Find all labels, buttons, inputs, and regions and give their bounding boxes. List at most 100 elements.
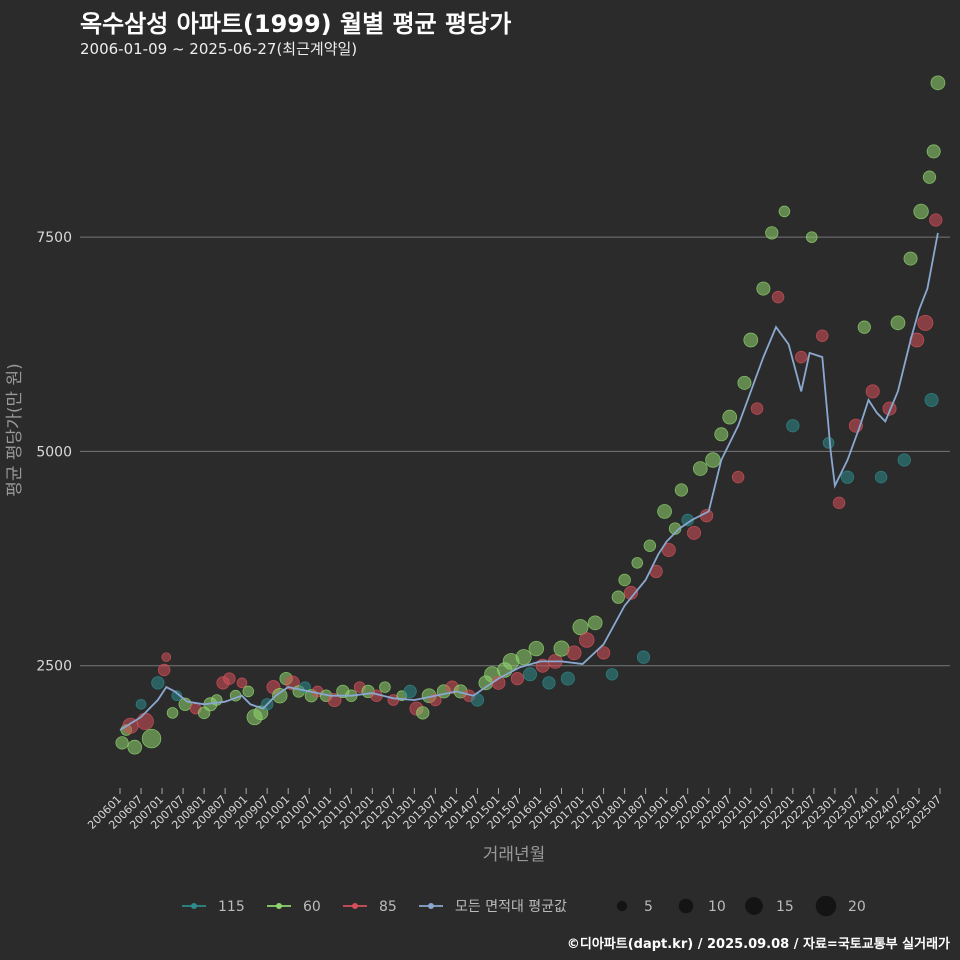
data-point-85	[510, 671, 525, 686]
data-point-115	[135, 698, 147, 710]
data-point-60	[765, 226, 779, 240]
data-point-115	[523, 667, 538, 682]
data-points	[115, 75, 946, 755]
data-point-115	[636, 650, 651, 664]
y-tick-label: 2500	[36, 659, 72, 675]
data-point-60	[674, 483, 689, 497]
legend-swatch-dot	[428, 903, 434, 909]
data-point-85	[929, 213, 943, 227]
data-point-115	[897, 453, 911, 467]
data-point-85	[750, 402, 764, 415]
legend-size-swatch	[815, 895, 837, 917]
data-point-85	[136, 712, 154, 731]
data-point-85	[795, 350, 808, 364]
legend-size-20: 20	[815, 895, 866, 917]
data-point-60	[913, 203, 929, 220]
average-line	[119, 232, 939, 731]
data-point-60	[857, 320, 871, 334]
legend: 115 60 85 모든 면적대 평균값 5 10 15 20	[182, 895, 866, 917]
data-point-85	[579, 632, 595, 648]
legend-size-label: 20	[848, 899, 866, 915]
legend-label: 모든 면적대 평균값	[455, 899, 567, 915]
legend-item-average: 모든 면적대 평균값	[419, 899, 567, 915]
data-point-85	[699, 509, 714, 523]
legend-size-5: 5	[616, 899, 653, 915]
data-point-60	[714, 427, 729, 442]
data-point-60	[127, 739, 143, 755]
grid-lines	[80, 236, 950, 667]
data-point-115	[560, 671, 575, 686]
data-point-60	[926, 144, 941, 159]
data-point-60	[778, 205, 791, 218]
x-axis-label: 거래년월	[483, 845, 546, 865]
data-point-115	[924, 392, 939, 407]
source-caption: ©디아파트(dapt.kr) / 2025.09.08 / 자료=국토교통부 실…	[566, 937, 950, 952]
data-point-85	[566, 645, 582, 661]
legend-item-60: 60	[267, 899, 321, 915]
data-point-115	[874, 470, 888, 484]
data-point-60	[805, 231, 818, 243]
data-point-85	[157, 663, 171, 677]
y-tick-label: 7500	[36, 230, 72, 246]
data-point-115	[822, 437, 835, 449]
data-point-60	[141, 728, 162, 749]
legend-size-swatch	[678, 898, 694, 914]
data-point-85	[327, 693, 342, 708]
data-point-60	[643, 539, 657, 552]
data-point-85	[236, 677, 248, 689]
legend-size-10: 10	[678, 898, 726, 915]
data-point-60	[631, 557, 644, 569]
data-point-60	[890, 315, 906, 331]
data-point-115	[786, 419, 800, 433]
data-point-60	[611, 590, 625, 604]
data-point-115	[151, 676, 165, 690]
data-point-60	[737, 375, 752, 390]
data-point-85	[223, 672, 236, 685]
legend-size-label: 5	[644, 899, 653, 915]
data-point-85	[917, 314, 934, 331]
data-point-85	[731, 470, 745, 484]
data-point-60	[743, 332, 759, 348]
legend-swatch-dot	[191, 903, 197, 909]
data-point-60	[657, 504, 672, 519]
y-tick-labels: 2500 5000 7500	[36, 230, 72, 675]
legend-size-15: 15	[745, 897, 794, 915]
y-axis-label: 평균 평당가(만 원)	[5, 363, 25, 497]
data-point-85	[596, 646, 611, 660]
y-tick-label: 5000	[36, 444, 72, 460]
data-point-60	[416, 706, 430, 720]
data-point-115	[605, 668, 619, 681]
data-point-60	[379, 681, 391, 693]
data-point-60	[618, 573, 631, 587]
data-point-60	[528, 640, 545, 657]
data-point-85	[161, 652, 172, 662]
data-point-115	[840, 470, 855, 484]
legend-size-swatch	[616, 900, 628, 912]
legend-swatch-dot	[276, 903, 282, 909]
legend-label: 115	[218, 899, 245, 915]
data-point-60	[515, 649, 532, 666]
data-point-85	[623, 585, 638, 600]
legend-label: 85	[379, 899, 397, 915]
data-point-60	[922, 170, 937, 184]
data-point-85	[771, 290, 785, 304]
chart-subtitle: 2006-01-09 ~ 2025-06-27(최근계약일)	[80, 40, 358, 58]
data-point-85	[687, 525, 702, 540]
data-point-60	[722, 409, 738, 425]
data-point-60	[242, 685, 255, 698]
legend-size-label: 15	[776, 899, 794, 915]
data-point-115	[171, 690, 183, 702]
x-tick-labels: 2006012006072007012007072008012008072009…	[85, 788, 944, 832]
data-point-60	[587, 615, 603, 631]
data-point-60	[930, 75, 946, 91]
legend-swatch-dot	[352, 903, 358, 909]
data-point-60	[756, 281, 771, 296]
data-point-60	[166, 707, 179, 719]
data-point-60	[272, 688, 288, 704]
legend-item-85: 85	[343, 899, 397, 915]
chart-title: 옥수삼성 아파트(1999) 월별 평균 평당가	[80, 10, 512, 38]
legend-size-swatch	[745, 897, 763, 915]
data-point-115	[542, 676, 556, 690]
data-point-60	[692, 461, 708, 476]
